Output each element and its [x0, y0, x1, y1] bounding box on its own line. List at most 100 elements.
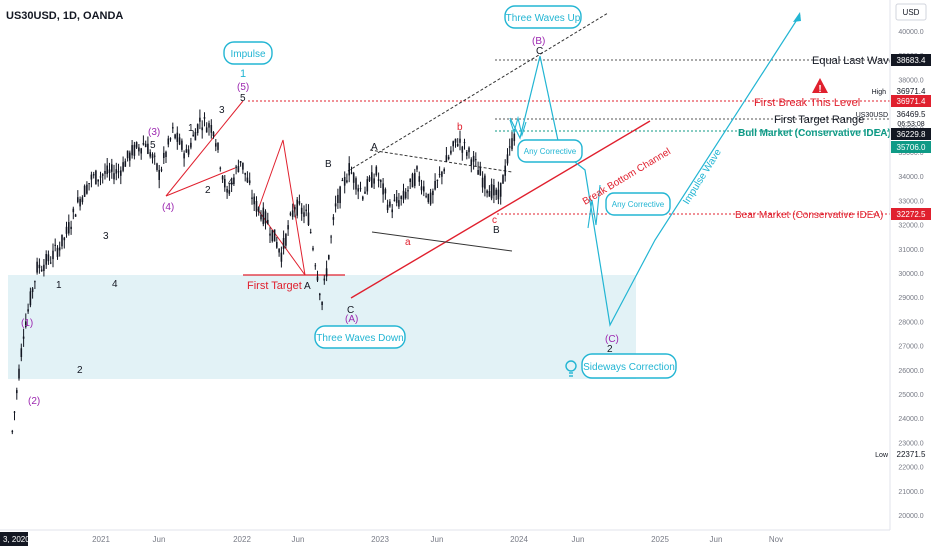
three-waves-up-label: Three Waves Up — [506, 13, 581, 24]
candle-body — [305, 209, 307, 212]
candle-body — [452, 141, 454, 147]
candle-body — [456, 144, 459, 146]
price-tick: 27000.0 — [898, 344, 923, 351]
candle-body — [72, 208, 75, 213]
candle-body — [251, 197, 253, 199]
price-tick: 32000.0 — [898, 223, 923, 230]
candle-body — [242, 162, 244, 170]
candle-body — [414, 172, 416, 186]
wave-1-mid: 1 — [188, 123, 194, 134]
candle-body — [314, 265, 317, 267]
candle-body — [278, 248, 280, 253]
candle-body — [61, 234, 63, 247]
candle-body — [230, 181, 233, 185]
candle-body — [27, 309, 29, 312]
candle-body — [129, 152, 131, 161]
currency-text: USD — [903, 8, 920, 17]
candle-body — [477, 170, 479, 175]
candle-body — [149, 152, 151, 157]
wave-a-2023: A — [371, 142, 378, 153]
candle-body — [58, 247, 61, 251]
candle-body — [221, 175, 224, 180]
candle-body — [86, 184, 88, 194]
candle-body — [407, 190, 409, 192]
candle-body — [79, 198, 81, 207]
candle-body — [443, 169, 445, 172]
candle-body — [420, 186, 423, 191]
candle-body — [92, 174, 95, 176]
candle-body — [359, 188, 362, 190]
first-date-text: 3, 2020 — [3, 535, 30, 544]
candle-body — [447, 156, 450, 159]
wave-c-low: C — [347, 305, 354, 316]
candle-body — [264, 211, 267, 224]
candle-body — [29, 291, 32, 306]
candle-body — [181, 140, 183, 150]
candle-body — [328, 255, 330, 260]
candle-body — [169, 138, 172, 140]
candle-body — [212, 132, 215, 136]
candle-body — [147, 143, 149, 154]
wave-2-mid: 2 — [205, 185, 211, 196]
chart-title: US30USD, 1D, OANDA — [6, 10, 123, 22]
candle-body — [45, 254, 47, 265]
candle-body — [287, 225, 289, 230]
candle-body — [25, 321, 27, 327]
candle-body — [391, 209, 393, 213]
wave-c-red: c — [492, 215, 497, 226]
candle-body — [348, 163, 350, 176]
bear-market-text: Bear Market (Conservative IDEA) — [735, 210, 883, 221]
candle-body — [81, 197, 84, 203]
low-tag-text: Low — [875, 452, 889, 459]
candle-body — [384, 189, 387, 194]
target-range-price-text: 36229.8 — [897, 130, 926, 139]
candle-body — [77, 197, 79, 203]
candle-body — [192, 134, 194, 137]
currency-badge[interactable] — [895, 3, 927, 21]
time-ticks: 2021 Jun 2022 Jun 2023 Jun 2024 Jun 2025 Jun Nov — [92, 535, 783, 544]
candle-body — [450, 150, 452, 154]
candle-body — [34, 281, 36, 283]
candle-body — [504, 165, 506, 176]
wave-3-early: 3 — [103, 231, 109, 242]
candle-body — [425, 195, 427, 197]
candle-body — [427, 193, 430, 202]
three-waves-up-box: Three Waves Up — [504, 5, 582, 29]
any-corrective-box-1: Any Corrective — [517, 139, 583, 163]
three-waves-down-box: Three Waves Down — [314, 325, 406, 349]
wave-b-paren: (B) — [532, 36, 545, 47]
wave-b-late: B — [493, 225, 500, 236]
candle-body — [138, 147, 140, 152]
candle-body — [291, 210, 294, 217]
candle-body — [248, 180, 251, 184]
candle-body — [215, 143, 217, 147]
candle-body — [325, 268, 328, 277]
candle-body — [289, 213, 292, 215]
sideways-correction-box: Sideways Correction — [581, 353, 677, 379]
any-corrective-label-1: Any Corrective — [524, 147, 577, 156]
candle-body — [224, 178, 226, 188]
candle-body — [380, 180, 382, 182]
candle-body — [131, 145, 133, 156]
candle-body — [88, 183, 90, 185]
candle-body — [334, 203, 337, 207]
candle-body — [70, 226, 72, 229]
price-tick: 28000.0 — [898, 319, 923, 326]
candle-body — [409, 178, 411, 182]
price-tick: 24000.0 — [898, 416, 923, 423]
candle-body — [502, 175, 504, 184]
candle-body — [47, 254, 50, 262]
wave-c-top: C — [536, 46, 543, 57]
candle-body — [101, 174, 104, 176]
candle-body — [459, 138, 461, 143]
candle-body — [262, 207, 265, 225]
any-corrective-box-2: Any Corrective — [605, 192, 671, 216]
candle-body — [104, 171, 106, 174]
price-axis[interactable]: USD 40000.039000.038000.037000.036000.03… — [856, 0, 932, 530]
candle-body — [352, 173, 355, 183]
time-axis[interactable]: 3, 2020 2021 Jun 2022 Jun 2023 Jun 2024 Jun 2025… — [0, 529, 932, 550]
candle-body — [307, 212, 310, 226]
candle-body — [235, 166, 237, 169]
